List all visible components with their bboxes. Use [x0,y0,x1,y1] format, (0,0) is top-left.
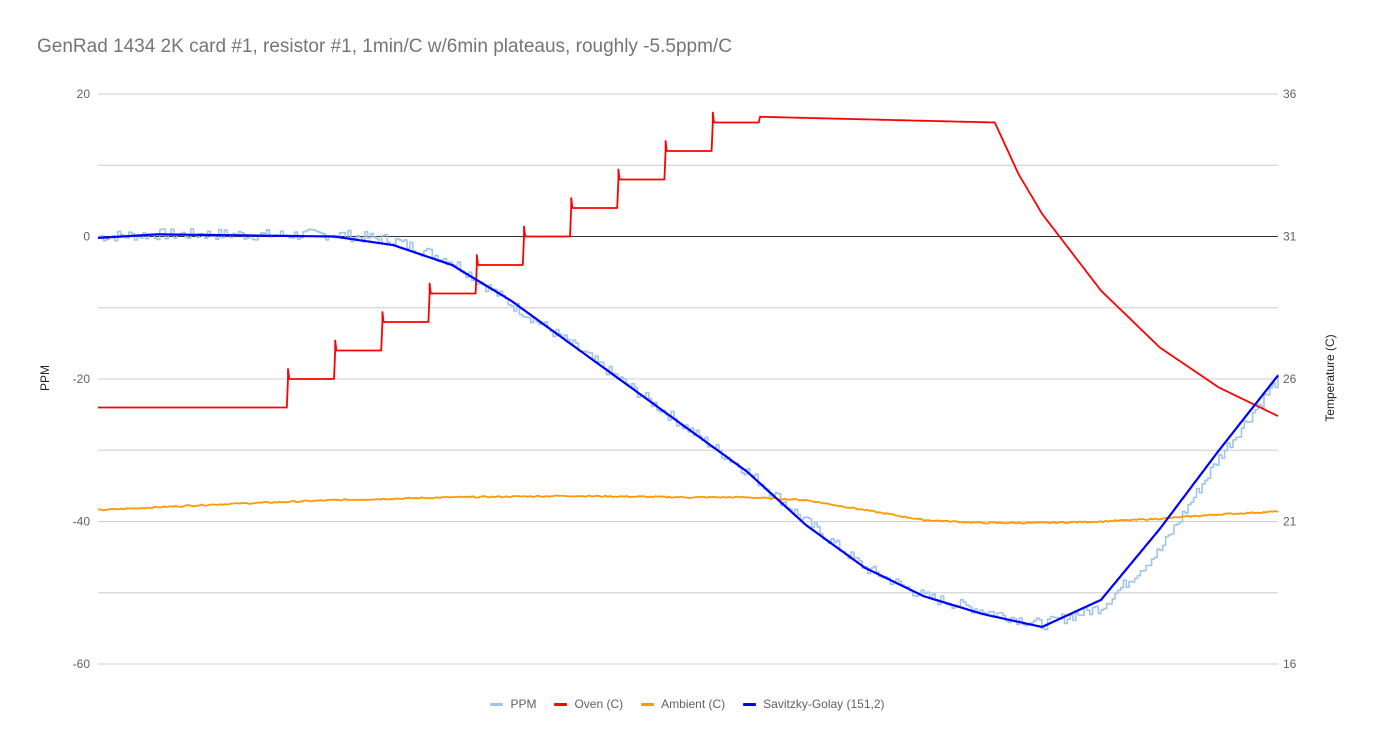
right-axis-title: Temperature (C) [1323,334,1337,421]
left-axis-title: PPM [38,365,52,391]
legend-swatch [490,702,504,706]
legend-label: Ambient (C) [661,697,726,711]
right-tick-label: 21 [1283,515,1297,529]
legend-label: PPM [510,697,537,711]
tick-labels: 20 0 -20 -40 -60 36 31 26 21 16 [73,87,1297,671]
legend-label: Oven (C) [574,697,624,711]
series-line-oven-c [98,111,1279,417]
legend-swatch [641,702,655,706]
chart-title: GenRad 1434 2K card #1, resistor #1, 1mi… [37,36,732,57]
legend: PPM Oven (C) Ambient (C) Savitzky-Golay (15… [0,697,1375,711]
series-line-savitzky-golay-151-2 [97,233,1279,628]
right-tick-label: 31 [1283,230,1297,244]
legend-swatch [743,702,757,706]
left-tick-label: -60 [73,657,91,671]
series-line-ppm [98,228,1279,631]
legend-label: Savitzky-Golay (151,2) [763,697,885,711]
legend-swatch [554,702,568,706]
left-tick-label: 0 [83,230,90,244]
legend-item[interactable]: Savitzky-Golay (151,2) [743,697,885,711]
series-layer [97,111,1279,631]
right-tick-label: 36 [1283,87,1297,101]
left-tick-label: -20 [73,372,91,386]
legend-item[interactable]: PPM [490,697,536,711]
left-tick-label: -40 [73,515,91,529]
series-line-ambient-c [97,494,1279,525]
right-tick-label: 26 [1283,372,1297,386]
left-tick-label: 20 [77,87,91,101]
right-tick-label: 16 [1283,657,1297,671]
gridlines [98,93,1278,665]
legend-item[interactable]: Ambient (C) [641,697,725,711]
legend-item[interactable]: Oven (C) [554,697,623,711]
